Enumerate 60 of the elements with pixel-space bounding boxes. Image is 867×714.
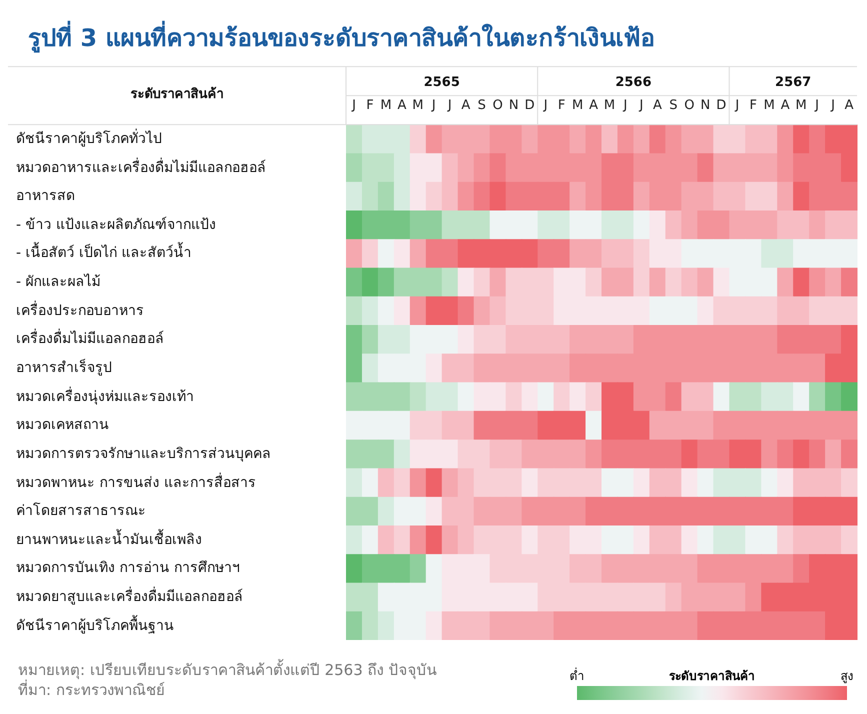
x-tick-label: M bbox=[412, 98, 424, 114]
y-tick-label: หมวดการบันเทิง การอ่าน การศึกษาฯ bbox=[16, 559, 240, 578]
x-tick-label: A bbox=[589, 98, 598, 114]
y-tick-label: หมวดเครื่องนุ่งห่มและรองเท้า bbox=[16, 386, 194, 407]
chart-title: รูปที่ 3 แผนที่ความร้อนของระดับราคาสินค้าในตะกร้าเงินเฟ้อ bbox=[27, 20, 656, 55]
x-tick-label: J bbox=[351, 98, 356, 114]
x-tick-label: D bbox=[716, 98, 726, 114]
x-tick-label: J bbox=[638, 98, 644, 114]
y-tick-label: หมวดยาสูบและเครื่องดื่มมีแอลกอฮอล์ bbox=[16, 587, 243, 608]
x-tick-label: M bbox=[572, 98, 584, 114]
x-tick-label: N bbox=[508, 98, 519, 114]
x-tick-label: J bbox=[622, 98, 628, 114]
x-tick-label: O bbox=[684, 98, 694, 114]
x-tick-label: J bbox=[542, 98, 548, 114]
text: 2567 bbox=[775, 74, 812, 90]
y-axis-title: ระดับราคาสินค้า bbox=[130, 86, 224, 102]
text: หมายเหตุ: เปรียบเทียบระดับราคาสินค้าตั้งแต่ปี 2563 ถึง ปัจจุบัน bbox=[18, 660, 436, 680]
y-tick-label: เครื่องดื่มไม่มีแอลกอฮอล์ bbox=[16, 329, 164, 350]
x-tick-label: A bbox=[844, 98, 854, 114]
y-tick-label: - ผักและผลไม้ bbox=[16, 272, 101, 292]
x-tick-label: D bbox=[524, 98, 535, 114]
y-tick-label: อาหารสำเร็จรูป bbox=[16, 358, 112, 378]
y-tick-label: ดัชนีราคาผู้บริโภคทั่วไป bbox=[16, 128, 162, 149]
y-tick-label: - เนื้อสัตว์ เป็ดไก่ และสัตว์น้ำ bbox=[16, 243, 192, 264]
y-tick-label: หมวดพาหนะ การขนส่ง และการสื่อสาร bbox=[16, 472, 256, 493]
x-tick-label: J bbox=[814, 98, 819, 114]
x-tick-label: A bbox=[780, 98, 790, 114]
y-tick-label: - ข้าว แป้งและผลิตภัณฑ์จากแป้ง bbox=[16, 216, 216, 235]
x-tick-label: M bbox=[764, 98, 775, 114]
x-tick-label: J bbox=[830, 98, 835, 114]
x-tick-label: F bbox=[366, 98, 374, 114]
x-tick-label: M bbox=[604, 98, 616, 114]
x-tick-label: A bbox=[397, 98, 406, 114]
x-tick-label: M bbox=[796, 98, 807, 114]
x-tick-label: F bbox=[558, 98, 566, 114]
color-bar-label: สูง bbox=[840, 668, 854, 685]
x-tick-label: J bbox=[734, 98, 740, 114]
x-tick-label: S bbox=[478, 98, 486, 114]
x-tick-label: J bbox=[446, 98, 452, 114]
color-bar-label: ต่ำ bbox=[570, 666, 584, 685]
y-tick-label: หมวดการตรวจรักษาและบริการส่วนบุคคล bbox=[16, 444, 271, 464]
x-tick-label: A bbox=[652, 98, 662, 114]
x-tick-label: J bbox=[430, 98, 436, 114]
text: 2565 bbox=[424, 74, 460, 90]
y-tick-label: หมวดอาหารและเครื่องดื่มไม่มีแอลกอฮอล์ bbox=[16, 158, 266, 178]
x-tick-label: S bbox=[669, 98, 678, 114]
text: ที่มา: กระทรวงพาณิชย์ bbox=[18, 680, 166, 700]
x-tick-label: F bbox=[749, 98, 757, 114]
x-tick-label: O bbox=[492, 98, 503, 114]
y-tick-label: ดัชนีราคาผู้บริโภคพื้นฐาน bbox=[16, 616, 174, 636]
y-tick-label: ยานพาหนะและน้ำมันเชื้อเพลิง bbox=[16, 530, 202, 550]
x-tick-label: A bbox=[461, 98, 470, 114]
x-tick-label: N bbox=[700, 98, 710, 114]
x-tick-label: M bbox=[380, 98, 392, 114]
text: 2566 bbox=[615, 74, 652, 90]
y-tick-label: อาหารสด bbox=[16, 187, 75, 206]
y-tick-label: เครื่องประกอบอาหาร bbox=[16, 300, 144, 321]
y-tick-label: หมวดเคหสถาน bbox=[16, 416, 109, 436]
color-bar-title: ระดับราคาสินค้า bbox=[669, 668, 755, 685]
y-tick-label: ค่าโดยสารสาธารณะ bbox=[16, 502, 146, 522]
